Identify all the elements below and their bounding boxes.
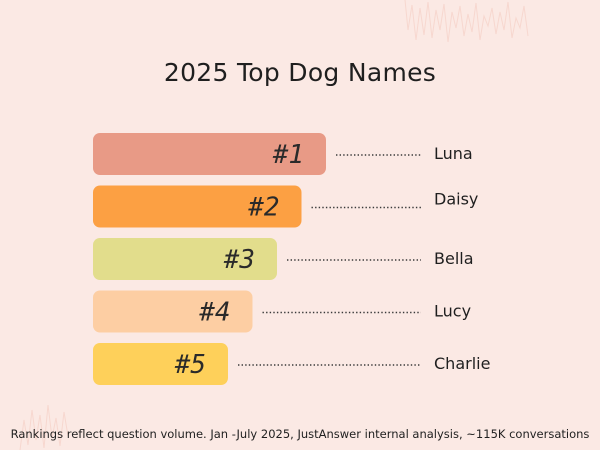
bar-daisy bbox=[93, 185, 302, 228]
bar-rank-label: #5 bbox=[174, 350, 206, 380]
chart-footnote: Rankings reflect question volume. Jan -J… bbox=[10, 427, 590, 441]
dog-name-label: Luna bbox=[434, 144, 473, 163]
dog-name-label: Bella bbox=[434, 249, 474, 268]
dog-name-label: Charlie bbox=[434, 354, 490, 373]
dog-name-label: Daisy bbox=[434, 190, 478, 209]
bar-luna bbox=[93, 133, 326, 175]
bar-rank-label: #3 bbox=[223, 245, 255, 275]
bar-charlie bbox=[93, 343, 228, 385]
bar-bella bbox=[93, 238, 277, 280]
dog-name-label: Lucy bbox=[434, 302, 471, 321]
bar-rank-label: #1 bbox=[272, 140, 304, 170]
chart-title: 2025 Top Dog Names bbox=[163, 58, 437, 87]
bar-rank-label: #4 bbox=[198, 298, 230, 328]
bar-lucy bbox=[93, 290, 253, 333]
bar-chart: #1 Luna #2 Daisy #3 Bella #4 Lucy #5 Charlie bbox=[93, 133, 490, 385]
bar-rank-label: #2 bbox=[247, 193, 279, 223]
